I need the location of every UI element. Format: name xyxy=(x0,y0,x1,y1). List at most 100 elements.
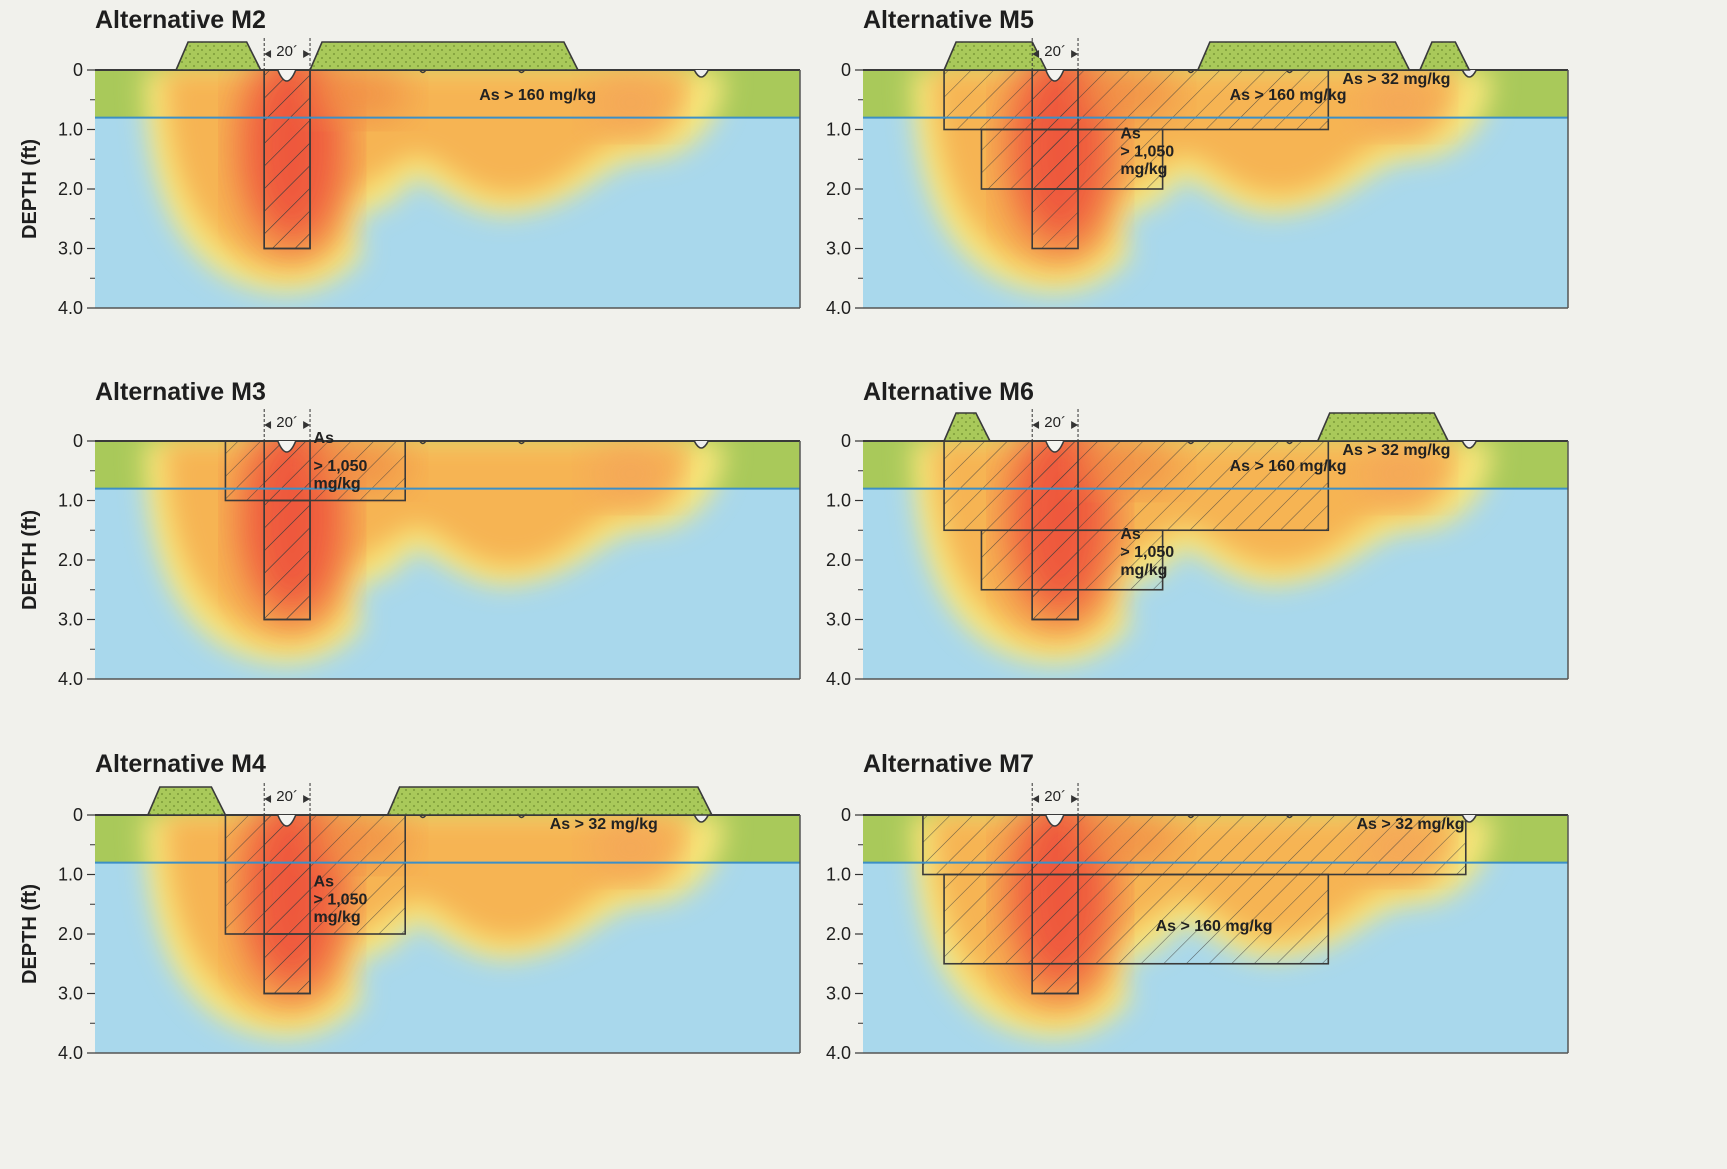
excavation-zone xyxy=(944,441,1329,531)
dim-label-bg xyxy=(1039,42,1072,58)
panel-title: Alternative M2 xyxy=(95,6,266,34)
excavation-zone xyxy=(225,441,406,501)
soil-cover-mound xyxy=(1316,412,1450,442)
excavation-outline xyxy=(943,873,1330,965)
dim-arrow-right xyxy=(1071,50,1079,58)
panel-alternative-m7: As > 32 mg/kg As > 160 mg/kg 20´ 0 1.0 2.0 3.0… xyxy=(826,750,1569,1063)
dim-label-bg xyxy=(1039,787,1072,803)
y-tick-label: 2.0 xyxy=(826,924,851,944)
excavation-zone xyxy=(922,815,1466,875)
y-tick-label: 3.0 xyxy=(58,984,83,1004)
y-tick-label: 2.0 xyxy=(826,179,851,199)
ditch-excavation xyxy=(1031,70,1079,250)
concentration-label: As xyxy=(314,430,335,447)
y-tick-label: 1.0 xyxy=(826,865,851,885)
concentration-label: As xyxy=(314,873,335,890)
concentration-label: As > 32 mg/kg xyxy=(1342,71,1450,88)
ditch-excavation xyxy=(1031,815,1079,995)
y-tick-label: 2.0 xyxy=(58,924,83,944)
y-tick-label: 4.0 xyxy=(58,669,83,689)
drain-channel xyxy=(1461,440,1478,449)
y-tick-label: 4.0 xyxy=(826,669,851,689)
concentration-label: mg/kg xyxy=(1120,161,1167,178)
ditch-channel xyxy=(1045,69,1065,82)
concentration-label: As > 32 mg/kg xyxy=(1342,442,1450,459)
concentration-label: As > 32 mg/kg xyxy=(550,816,658,833)
dim-arrow-left xyxy=(1032,795,1040,803)
concentration-label: As > 32 mg/kg xyxy=(1357,816,1465,833)
ditch-channel xyxy=(1045,440,1065,453)
y-tick-label: 4.0 xyxy=(58,1043,83,1063)
concentration-label: mg/kg xyxy=(1120,562,1167,579)
soil-cover-mound xyxy=(174,41,262,71)
y-tick-label: 1.0 xyxy=(58,120,83,140)
y-tick-label: 2.0 xyxy=(58,179,83,199)
y-tick-label: 3.0 xyxy=(826,610,851,630)
concentration-label: As > 160 mg/kg xyxy=(479,87,596,104)
dim-arrow-right xyxy=(1071,795,1079,803)
y-tick-label: 0 xyxy=(841,60,851,80)
drain-channel xyxy=(693,814,710,823)
soil-cover-mound xyxy=(308,41,580,71)
panel-body xyxy=(95,815,800,1053)
plume-hotspot xyxy=(588,443,674,504)
concentration-label: mg/kg xyxy=(314,476,361,493)
ditch-width-label: 20´ xyxy=(276,414,298,431)
concentration-label: As xyxy=(1120,526,1141,543)
ditch-channel xyxy=(277,440,297,453)
dim-label-bg xyxy=(271,413,304,429)
soil-cover-mound xyxy=(942,412,992,442)
y-tick-label: 0 xyxy=(73,60,83,80)
ditch-width-label: 20´ xyxy=(1044,43,1066,60)
soil-cover-mound xyxy=(146,786,227,816)
excavation-outline xyxy=(224,441,406,502)
panel-title: Alternative M5 xyxy=(863,6,1034,34)
drain-notch xyxy=(517,440,526,445)
panel-alternative-m2: As > 160 mg/kg 20´ 0 1.0 2.0 3.0 4.0 Alternativ… xyxy=(19,6,801,318)
y-tick-label: 0 xyxy=(841,805,851,825)
y-tick-label: 3.0 xyxy=(826,984,851,1004)
dim-arrow-left xyxy=(1032,50,1040,58)
y-tick-label: 4.0 xyxy=(826,1043,851,1063)
dim-arrow-right xyxy=(303,421,311,429)
ditch-channel xyxy=(277,69,297,82)
y-tick-label: 3.0 xyxy=(58,239,83,259)
soil-cover-mound xyxy=(386,786,714,816)
panel-body xyxy=(863,815,1568,1053)
dim-arrow-right xyxy=(1071,421,1079,429)
dim-arrow-left xyxy=(264,795,272,803)
ditch-excavation xyxy=(263,441,311,621)
ditch-excavation xyxy=(263,70,311,250)
concentration-label: As > 160 mg/kg xyxy=(1230,458,1347,475)
dim-label-bg xyxy=(271,787,304,803)
concentration-label: > 1,050 xyxy=(1120,544,1174,561)
drain-notch xyxy=(1187,440,1195,445)
excavation-zone xyxy=(944,874,1329,964)
concentration-label: As > 160 mg/kg xyxy=(1156,918,1273,935)
y-axis-label: DEPTH (ft) xyxy=(19,884,41,984)
concentration-label: > 1,050 xyxy=(1120,143,1174,160)
drain-notch xyxy=(419,440,427,445)
drain-notch xyxy=(1285,440,1294,445)
plume-medium-high xyxy=(310,70,409,121)
concentration-label: As xyxy=(1120,125,1141,142)
ditch-width-label: 20´ xyxy=(1044,788,1066,805)
excavation-zone xyxy=(944,70,1329,130)
plume-hotspot xyxy=(588,72,674,133)
excavation-zone xyxy=(225,815,406,934)
y-tick-label: 4.0 xyxy=(826,298,851,318)
drain-notch xyxy=(1285,814,1294,819)
dim-arrow-right xyxy=(303,50,311,58)
dim-arrow-left xyxy=(1032,421,1040,429)
dim-arrow-left xyxy=(264,421,272,429)
y-axis-label: DEPTH (ft) xyxy=(19,139,41,239)
drain-channel xyxy=(693,69,710,78)
y-tick-label: 4.0 xyxy=(58,298,83,318)
y-tick-label: 3.0 xyxy=(58,610,83,630)
dim-label-bg xyxy=(1039,413,1072,429)
panel-title: Alternative M4 xyxy=(95,750,266,778)
y-tick-label: 1.0 xyxy=(58,865,83,885)
